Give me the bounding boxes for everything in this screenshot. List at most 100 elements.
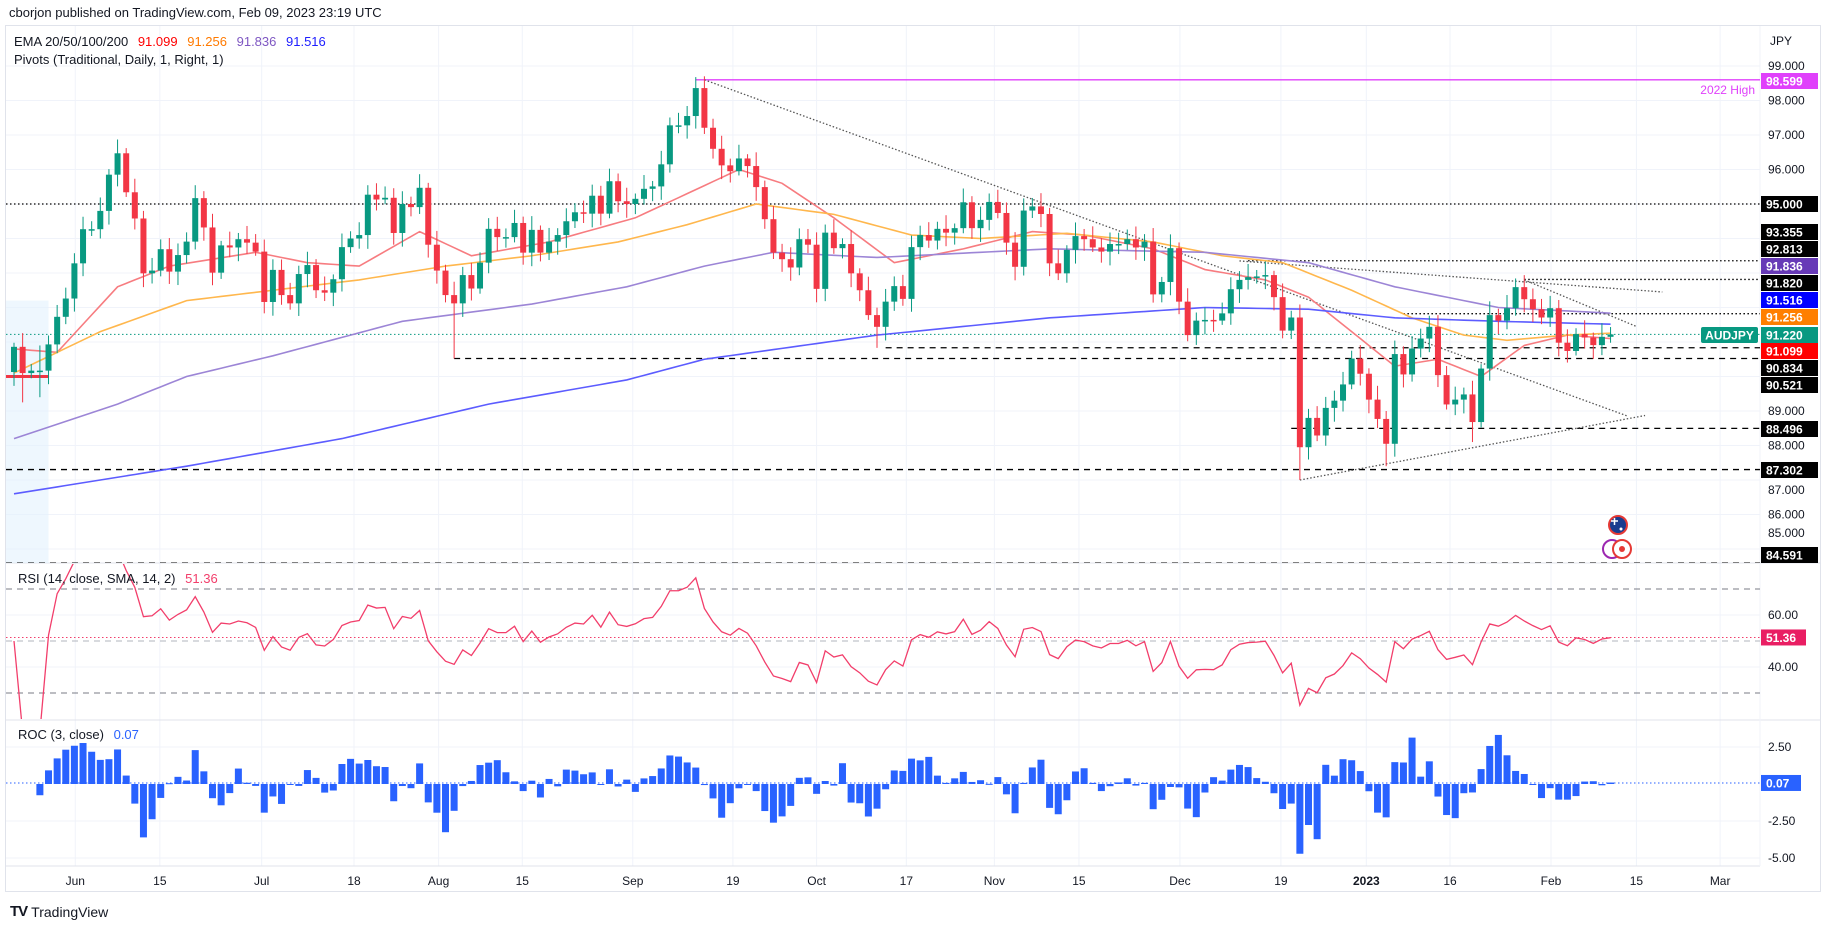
tradingview-logo[interactable]: TV TradingView — [10, 903, 108, 920]
candle[interactable] — [1055, 249, 1062, 281]
candle[interactable] — [1607, 327, 1614, 343]
candle[interactable] — [1547, 295, 1554, 327]
rsi-legend[interactable]: RSI (14, close, SMA, 14, 2) 51.36 — [18, 571, 224, 586]
candle[interactable] — [761, 180, 768, 229]
candle[interactable] — [615, 173, 622, 213]
candle[interactable] — [477, 252, 484, 294]
candle[interactable] — [1486, 301, 1493, 381]
candle[interactable] — [899, 274, 906, 306]
candle[interactable] — [960, 188, 967, 234]
candle[interactable] — [494, 216, 501, 251]
candle[interactable] — [1581, 320, 1588, 349]
candle[interactable] — [1529, 288, 1536, 322]
candle[interactable] — [554, 228, 561, 255]
australia-flag-icon[interactable] — [1608, 515, 1628, 535]
candle[interactable] — [28, 364, 35, 379]
candle[interactable] — [692, 77, 699, 129]
candle[interactable] — [1072, 222, 1079, 264]
candle[interactable] — [1020, 198, 1027, 276]
candle[interactable] — [1383, 411, 1390, 467]
candle[interactable] — [1305, 408, 1312, 460]
price-level-badge[interactable]: 88.496 — [1761, 421, 1818, 437]
rsi-value-badge[interactable]: 51.36 — [1761, 629, 1806, 646]
candle[interactable] — [744, 154, 751, 178]
trendline[interactable] — [1239, 260, 1663, 293]
candle[interactable] — [1201, 307, 1208, 335]
candle[interactable] — [1107, 232, 1114, 266]
candle[interactable] — [451, 281, 458, 359]
candle[interactable] — [356, 222, 363, 249]
candle[interactable] — [891, 276, 898, 311]
candle[interactable] — [1227, 277, 1234, 325]
candle[interactable] — [174, 243, 181, 286]
candle[interactable] — [727, 158, 734, 183]
candle[interactable] — [1012, 232, 1019, 281]
candle[interactable] — [1452, 386, 1459, 416]
candle[interactable] — [1115, 232, 1122, 255]
trendline[interactable] — [704, 79, 1629, 417]
price-axis[interactable]: JPY 99.000 98.000 97.000 96.000 89.000 88.000 8… — [1701, 34, 1818, 865]
event-group-icon[interactable] — [1602, 539, 1632, 559]
candle[interactable] — [1434, 315, 1441, 388]
candle[interactable] — [874, 307, 880, 348]
candle[interactable] — [407, 196, 414, 217]
candle[interactable] — [986, 193, 993, 231]
candle[interactable] — [166, 238, 173, 284]
roc-legend[interactable]: ROC (3, close) 0.07 — [18, 727, 145, 742]
candle[interactable] — [1331, 390, 1338, 422]
candle[interactable] — [1296, 304, 1303, 480]
candle[interactable] — [1426, 315, 1433, 353]
candle[interactable] — [313, 259, 320, 299]
price-pane[interactable]: 2022 High — [6, 76, 1760, 563]
candle[interactable] — [951, 223, 958, 245]
candle[interactable] — [917, 225, 924, 261]
trendline[interactable] — [1524, 279, 1637, 328]
candle[interactable] — [1132, 226, 1139, 260]
trendline[interactable] — [1299, 414, 1646, 481]
candle[interactable] — [822, 224, 829, 302]
candle[interactable] — [364, 185, 371, 249]
candle[interactable] — [735, 144, 742, 176]
candle[interactable] — [226, 231, 233, 258]
candle[interactable] — [710, 118, 717, 159]
candle[interactable] — [520, 216, 527, 265]
candle[interactable] — [1348, 350, 1355, 390]
candle[interactable] — [1279, 283, 1286, 339]
candle[interactable] — [11, 342, 17, 386]
candle[interactable] — [1598, 323, 1605, 356]
candle[interactable] — [580, 200, 587, 223]
candle[interactable] — [1495, 308, 1502, 335]
candle[interactable] — [88, 221, 95, 236]
candle[interactable] — [1538, 298, 1545, 325]
candle[interactable] — [131, 178, 138, 230]
candle[interactable] — [261, 239, 268, 314]
candle[interactable] — [1150, 228, 1157, 303]
candle[interactable] — [295, 265, 302, 316]
candle[interactable] — [848, 230, 855, 288]
candle[interactable] — [1573, 328, 1580, 356]
price-level-badge[interactable]: 95.000 — [1761, 196, 1818, 212]
candle[interactable] — [157, 239, 164, 277]
candle[interactable] — [278, 259, 285, 305]
candle[interactable] — [1357, 345, 1364, 386]
candle[interactable] — [1003, 202, 1010, 255]
candle[interactable] — [908, 235, 915, 312]
candle[interactable] — [1089, 226, 1096, 253]
candle[interactable] — [485, 218, 492, 274]
candle[interactable] — [468, 262, 475, 301]
price-level-badge[interactable]: 87.302 — [1761, 462, 1818, 478]
candle[interactable] — [1037, 193, 1044, 228]
candle[interactable] — [839, 238, 846, 259]
candle[interactable] — [571, 203, 578, 229]
candle[interactable] — [399, 191, 406, 247]
candle[interactable] — [425, 182, 432, 258]
candle[interactable] — [19, 333, 26, 403]
candle[interactable] — [54, 304, 61, 354]
candle[interactable] — [252, 234, 259, 256]
candle[interactable] — [235, 232, 242, 262]
candle[interactable] — [442, 264, 449, 303]
candle[interactable] — [183, 232, 190, 264]
candle[interactable] — [1184, 288, 1191, 342]
candle[interactable] — [640, 175, 647, 205]
candle[interactable] — [347, 231, 354, 253]
